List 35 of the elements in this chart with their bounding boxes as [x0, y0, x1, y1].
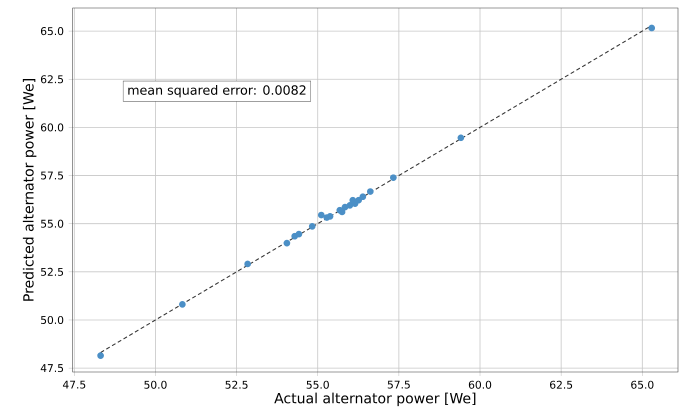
point [346, 202, 354, 209]
y-tick-label: 60.0 [40, 123, 64, 132]
annotation: mean squared error: 0.0082 [128, 85, 306, 98]
x-tick-label: 60.0 [468, 380, 492, 389]
y-tick-label: 65.0 [40, 27, 64, 36]
point [326, 213, 334, 220]
point [284, 240, 290, 246]
point [366, 188, 374, 195]
y-tick-label: 50.0 [41, 316, 64, 324]
point [244, 260, 251, 268]
x-axis-title: Actual alternator power [We] [274, 392, 476, 406]
point [296, 230, 302, 238]
point [338, 208, 346, 216]
y-tick-label: 55.0 [41, 220, 64, 228]
point [390, 174, 397, 181]
point [648, 24, 656, 32]
x-tick-label: 55.0 [306, 380, 329, 389]
x-tick-label: 52.5 [226, 380, 248, 389]
y-axis-title: Predicted alternator power [We] [22, 79, 36, 301]
x-tick-label: 50.0 [144, 380, 167, 389]
x-tick-label: 57.5 [388, 380, 410, 389]
x-tick-label: 65.0 [631, 380, 654, 389]
point [458, 134, 464, 142]
y-tick-label: 57.5 [41, 172, 64, 180]
x-tick-label: 62.5 [550, 380, 572, 389]
point [360, 193, 366, 200]
x-tick-label: 47.5 [62, 380, 86, 389]
point [355, 196, 362, 204]
y-tick-label: 52.5 [41, 268, 64, 276]
point [308, 223, 316, 230]
y-tick-label: 47.5 [40, 364, 64, 372]
point [318, 212, 325, 218]
point [179, 301, 186, 308]
point [97, 352, 104, 359]
y-tick-label: 62.5 [40, 75, 64, 84]
